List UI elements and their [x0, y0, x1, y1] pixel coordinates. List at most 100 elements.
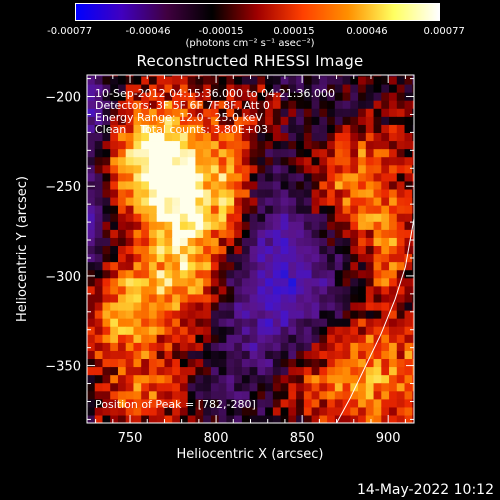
heatmap-cell: [87, 390, 96, 400]
heatmap-cell: [272, 301, 282, 311]
heatmap-cell: [226, 221, 235, 230]
heatmap-cell: [234, 342, 243, 351]
heatmap-cell: [389, 301, 398, 311]
heatmap-cell: [241, 237, 251, 247]
heatmap-cell: [179, 406, 189, 416]
heatmap-cell: [249, 253, 258, 263]
heatmap-cell: [412, 148, 414, 158]
heatmap-cell: [210, 75, 220, 85]
heatmap-cell: [141, 156, 150, 166]
heatmap-cell: [249, 374, 258, 384]
heatmap-cell: [288, 390, 297, 400]
heatmap-cell: [265, 205, 274, 214]
heatmap-cell: [358, 374, 367, 384]
heatmap-cell: [195, 124, 204, 133]
heatmap-cell: [412, 116, 414, 125]
heatmap-cell: [350, 374, 359, 384]
heatmap-cell: [249, 108, 258, 117]
heatmap-cell: [350, 253, 359, 263]
heatmap-cell: [396, 140, 406, 150]
heatmap-cell: [148, 358, 158, 368]
heatmap-cell: [303, 318, 313, 327]
heatmap-cell: [218, 261, 227, 271]
heatmap-cell: [234, 132, 243, 142]
heatmap-cell: [110, 164, 119, 174]
heatmap-cell: [288, 285, 297, 295]
heatmap-cell: [404, 293, 413, 303]
heatmap-cell: [373, 414, 382, 423]
heatmap-cell: [102, 237, 111, 247]
heatmap-cell: [350, 285, 359, 295]
heatmap-cell: [296, 164, 305, 174]
heatmap-cell: [234, 116, 243, 125]
heatmap-cell: [102, 374, 111, 384]
y-axis-label: Heliocentric Y (arcsec): [15, 176, 30, 322]
heatmap-cell: [327, 318, 336, 327]
heatmap-cell: [265, 318, 274, 327]
heatmap-cell: [117, 342, 127, 351]
heatmap-cell: [257, 326, 266, 335]
heatmap-cell: [203, 196, 212, 206]
heatmap-cell: [342, 326, 351, 335]
heatmap-cell: [87, 108, 96, 117]
heatmap-cell: [381, 374, 390, 384]
heatmap-cell: [296, 205, 305, 214]
heatmap-cell: [203, 326, 212, 335]
heatmap-cell: [396, 75, 406, 85]
heatmap-cell: [265, 285, 274, 295]
heatmap-cell: [241, 285, 251, 295]
heatmap-cell: [389, 293, 398, 303]
heatmap-cell: [396, 301, 406, 311]
heatmap-cell: [265, 342, 274, 351]
heatmap-cell: [234, 350, 243, 360]
heatmap-cell: [373, 148, 382, 158]
heatmap-cell: [350, 269, 359, 279]
heatmap-cell: [249, 358, 258, 368]
heatmap-cell: [288, 108, 297, 117]
heatmap-cell: [148, 382, 158, 392]
heatmap-cell: [148, 124, 158, 133]
heatmap-cell: [141, 382, 150, 392]
heatmap-cell: [133, 309, 142, 319]
heatmap-cell: [342, 374, 351, 384]
heatmap-cell: [272, 326, 282, 335]
heatmap-cell: [125, 350, 135, 360]
heatmap-cell: [141, 100, 150, 109]
heatmap-cell: [404, 188, 413, 198]
heatmap-cell: [272, 245, 282, 255]
heatmap-cell: [133, 334, 142, 343]
heatmap-cell: [187, 358, 197, 368]
heatmap-cell: [164, 398, 173, 408]
heatmap-cell: [110, 350, 119, 360]
heatmap-cell: [102, 334, 111, 343]
heatmap-cell: [342, 196, 351, 206]
heatmap-cell: [141, 366, 150, 376]
heatmap-cell: [327, 342, 336, 351]
heatmap-cell: [94, 140, 104, 150]
heatmap-cell: [389, 132, 398, 142]
heatmap-cell: [311, 350, 320, 360]
heatmap-cell: [156, 261, 166, 271]
heatmap-cell: [156, 245, 166, 255]
heatmap-cell: [311, 406, 320, 416]
heatmap-cell: [389, 318, 398, 327]
heatmap-cell: [296, 366, 305, 376]
heatmap-cell: [327, 124, 336, 133]
heatmap-cell: [389, 188, 398, 198]
heatmap-cell: [203, 92, 212, 101]
heatmap-cell: [381, 108, 390, 117]
heatmap-cell: [342, 366, 351, 376]
heatmap-cell: [102, 221, 111, 230]
heatmap-cell: [164, 140, 173, 150]
heatmap-cell: [156, 277, 166, 287]
heatmap-cell: [179, 205, 189, 214]
heatmap-cell: [404, 366, 413, 376]
heatmap-cell: [226, 180, 235, 190]
heatmap-cell: [110, 326, 119, 335]
heatmap-cell: [272, 309, 282, 319]
heatmap-cell: [296, 285, 305, 295]
heatmap-cell: [350, 318, 359, 327]
heatmap-cell: [87, 350, 96, 360]
heatmap-cell: [179, 358, 189, 368]
heatmap-cell: [288, 92, 297, 101]
